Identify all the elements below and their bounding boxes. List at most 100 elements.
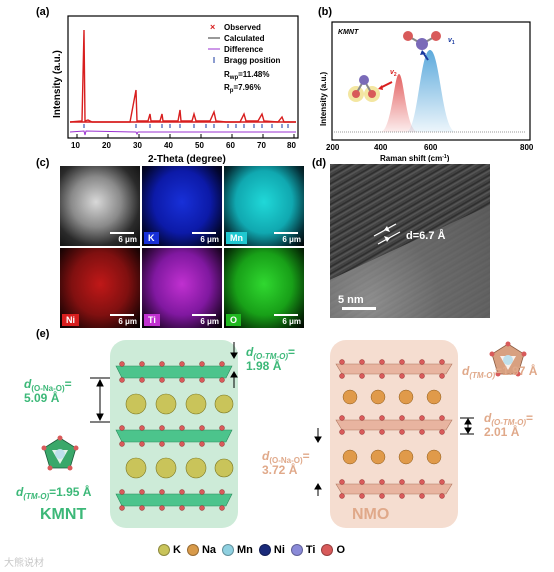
panel-d-label: (d): [312, 157, 327, 169]
rp-sub: p: [230, 88, 234, 94]
nmo-tm-layers: [335, 363, 453, 495]
svg-text:Raman shift (cm-1): Raman shift (cm-1): [380, 154, 450, 162]
legend-ti: Ti: [290, 544, 315, 556]
kmnt-d-ona-label: d(O-Na-O)= 5.09 Å: [24, 377, 72, 405]
raman-xtick-1: 400: [374, 143, 388, 152]
nu1-label: v: [448, 37, 453, 44]
eds-ti-tile: Ti 6 μm: [142, 248, 222, 328]
structure-diagram: [41, 340, 527, 528]
xrd-xtick-0: 10: [71, 141, 80, 150]
element-legend: K Na Mn Ni Ti O: [158, 544, 351, 556]
panel-b-label: (b): [318, 6, 333, 18]
kmnt-octahedron-icon: [41, 435, 79, 471]
dimension-arrows: [90, 342, 474, 496]
rp-label: R: [224, 83, 230, 92]
legend-mn: Mn: [222, 544, 253, 556]
eds-mn-label: Mn: [226, 232, 247, 244]
kmnt-d-otmo-label: d(O-TM-O)= 1.98 Å: [246, 345, 296, 373]
nmo-octahedron-icon: [489, 341, 527, 377]
xrd-x-ticks: [76, 134, 295, 138]
raman-x-axis-sup: -1: [442, 154, 447, 160]
nmo-oxygen-atoms: [339, 359, 445, 499]
rp-value: =7.96%: [233, 83, 260, 92]
eds-o-tile: O 6 μm: [224, 248, 304, 328]
sem-scale: 6 μm: [118, 235, 137, 244]
raman-xtick-2: 600: [424, 143, 438, 152]
xrd-xtick-4: 50: [195, 141, 204, 150]
nu2-sub: 2: [394, 72, 397, 78]
raman-peak-v1: [406, 50, 456, 132]
xrd-difference-line: [69, 130, 296, 136]
legend-observed: Observed: [224, 23, 261, 32]
xrd-xtick-7: 80: [287, 141, 296, 150]
panel-a-label: (a): [36, 6, 50, 18]
kmnt-d-tmo-label: d(TM-O)=1.95 Å: [16, 485, 92, 501]
eds-ti-label: Ti: [144, 314, 160, 326]
rwp-label: R: [224, 70, 230, 79]
xrd-xtick-1: 20: [102, 141, 111, 150]
eds-o-label: O: [226, 314, 242, 326]
legend-k: K: [158, 544, 181, 556]
eds-ti-scale: 6 μm: [200, 317, 219, 326]
raman-xtick-0: 200: [326, 143, 340, 152]
xrd-refinement-plot: 10 20 30 40 50 60 70 80 2-Theta (degree)…: [52, 15, 299, 165]
xrd-xtick-5: 60: [226, 141, 235, 150]
eds-mn-scale: 6 μm: [282, 235, 301, 244]
eds-k-label: K: [144, 232, 159, 244]
rwp-sub: wp: [229, 75, 239, 81]
nu1-sub: 1: [452, 40, 455, 46]
nmo-name: NMO: [352, 506, 390, 523]
eds-ni-label: Ni: [62, 314, 79, 326]
legend-o: O: [321, 544, 345, 556]
nmo-na-atoms: [342, 389, 442, 465]
xrd-xtick-3: 40: [164, 141, 173, 150]
xrd-xtick-2: 30: [133, 141, 142, 150]
svg-text:Rwp=11.48%: Rwp=11.48%: [224, 70, 270, 81]
xrd-bragg-ticks: [83, 124, 289, 128]
xrd-x-axis-label: 2-Theta (degree): [148, 154, 226, 165]
hrtem-annotation: [373, 223, 401, 245]
eds-map-grid: 6 μm K 6 μm Mn 6 μm Ni 6 μm Ti 6 μm O 6 …: [60, 166, 306, 328]
xrd-legend: × Observed Calculated Difference Bragg p…: [208, 22, 281, 94]
kmnt-k-atoms: [125, 393, 234, 479]
svg-text:v2: v2: [390, 69, 397, 78]
raman-x-axis-end: ): [447, 154, 450, 162]
svg-text:Rp=7.96%: Rp=7.96%: [224, 83, 261, 94]
sem-image-tile: 6 μm: [60, 166, 140, 246]
watermark: 大熊说材: [4, 558, 44, 569]
legend-difference: Difference: [224, 45, 264, 54]
raman-y-axis-label: Intensity (a.u.): [319, 71, 328, 126]
nmo-d-otmo-label: d(O-TM-O)= 2.01 Å: [484, 411, 534, 439]
kmnt-oxygen-atoms: [119, 361, 225, 511]
svg-text:v1: v1: [448, 37, 455, 46]
hrtem-dspacing: d=6.7 Å: [406, 230, 446, 242]
hrtem-image: d=6.7 Å 5 nm: [330, 164, 490, 318]
nmo-d-ona-label: d(O-Na-O)= 3.72 Å: [262, 449, 310, 477]
hrtem-scale-label: 5 nm: [338, 294, 364, 306]
xrd-xtick-6: 70: [257, 141, 266, 150]
panel-c-label: (c): [36, 157, 50, 169]
eds-mn-tile: Mn 6 μm: [224, 166, 304, 246]
svg-text:×: ×: [210, 22, 215, 32]
raman-molecule-v1: [403, 31, 441, 61]
raman-peak-v2: [380, 74, 418, 132]
eds-ni-scale: 6 μm: [118, 317, 137, 326]
eds-k-tile: K 6 μm: [142, 166, 222, 246]
kmnt-name: KMNT: [40, 506, 87, 523]
kmnt-tm-layers: [115, 365, 233, 507]
eds-ni-tile: Ni 6 μm: [60, 248, 140, 328]
xrd-y-axis-label: Intensity (a.u.): [52, 50, 63, 118]
raman-xtick-3: 800: [520, 143, 534, 152]
xrd-observed-peaks: [69, 29, 296, 123]
raman-x-axis-label: Raman shift (cm: [380, 154, 442, 162]
hrtem-scalebar: [342, 307, 376, 310]
rwp-value: =11.48%: [238, 70, 269, 79]
eds-k-scale: 6 μm: [200, 235, 219, 244]
nu2-label: v: [390, 69, 395, 76]
legend-na: Na: [186, 544, 216, 556]
raman-molecule-v2: [348, 75, 393, 102]
eds-o-scale: 6 μm: [282, 317, 301, 326]
legend-ni: Ni: [258, 544, 285, 556]
xrd-plot-frame: [67, 15, 299, 139]
raman-title: KMNT: [338, 29, 359, 36]
